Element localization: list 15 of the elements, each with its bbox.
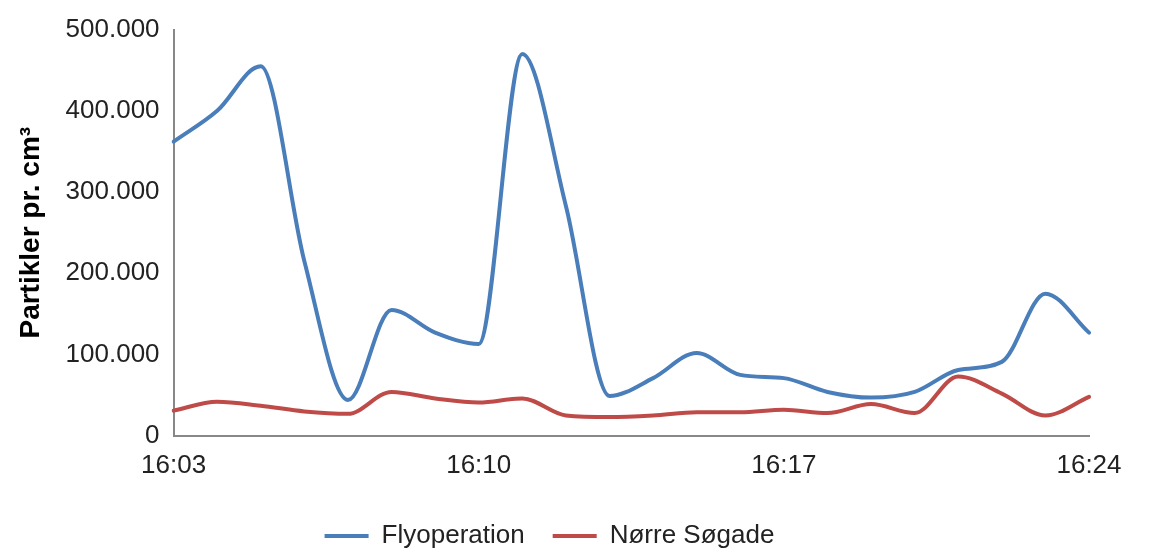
legend-label: Nørre Søgade: [609, 519, 775, 550]
y-tick-label: 0: [145, 418, 160, 449]
y-tick-label: 500.000: [65, 12, 160, 43]
x-tick-label: 16:10: [446, 448, 512, 479]
x-tick-label: 16:24: [1056, 448, 1122, 479]
line-series: [171, 374, 1091, 420]
y-tick-label: 400.000: [65, 94, 160, 125]
y-tick-label: 300.000: [65, 175, 160, 206]
x-tick-label: 16:03: [141, 448, 207, 479]
y-tick-label: 200.000: [65, 256, 160, 287]
line-series: [171, 51, 1091, 403]
legend-label: Flyoperation: [381, 519, 525, 550]
y-axis-title: Partikler pr. cm³: [13, 126, 45, 339]
y-tick-label: 100.000: [65, 337, 160, 368]
x-tick-label: 16:17: [751, 448, 817, 479]
